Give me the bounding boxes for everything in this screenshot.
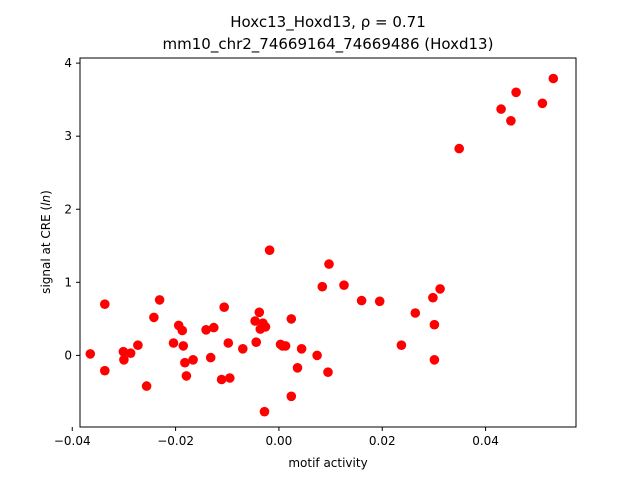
data-point: [85, 349, 96, 359]
y-tick-label: 3: [64, 129, 72, 143]
data-point: [154, 295, 165, 305]
y-tick-label: 0: [64, 348, 72, 362]
data-point: [496, 104, 506, 114]
data-point: [254, 307, 265, 318]
plot-frame: [79, 57, 577, 428]
data-point: [201, 325, 211, 335]
data-point: [323, 367, 333, 378]
data-point: [205, 352, 216, 363]
data-point: [280, 341, 291, 351]
y-axis-label-unit: ln: [39, 195, 53, 206]
data-point: [100, 299, 110, 310]
data-point: [548, 73, 559, 84]
y-tick-label: 1: [64, 275, 72, 289]
data-point: [454, 143, 465, 154]
y-axis-ticks: 0 1 2 3 4: [64, 56, 80, 362]
data-point: [312, 350, 322, 361]
data-point: [216, 374, 227, 385]
chart-title-line-1: Hoxc13_Hoxd13, ρ = 0.71: [230, 13, 425, 32]
data-point: [374, 296, 385, 307]
data-point: [250, 316, 260, 326]
x-tick-label: −0.02: [157, 434, 194, 448]
data-point: [356, 295, 367, 306]
x-tick-label: 0.02: [369, 434, 396, 448]
data-point: [286, 391, 297, 402]
data-point: [506, 116, 516, 126]
data-point: [118, 346, 129, 357]
data-point: [264, 245, 275, 255]
data-point: [178, 341, 189, 351]
data-point: [410, 308, 421, 318]
data-point: [100, 365, 110, 376]
data-point: [238, 344, 248, 354]
data-point: [168, 338, 179, 348]
data-point: [180, 357, 190, 368]
data-point: [219, 302, 229, 313]
data-point: [260, 322, 271, 332]
data-points: [85, 73, 559, 417]
data-point: [429, 319, 440, 330]
data-point: [435, 284, 445, 294]
x-tick-label: 0.04: [472, 434, 499, 448]
data-point: [141, 381, 152, 391]
x-axis-ticks: −0.04 −0.02 0.00 0.02 0.04: [54, 427, 499, 448]
data-point: [296, 344, 307, 354]
data-point: [317, 281, 328, 292]
y-axis-label: signal at CRE (ln): [39, 190, 53, 294]
data-point: [537, 98, 548, 109]
data-point: [225, 373, 235, 383]
data-point: [119, 355, 129, 365]
data-point: [133, 340, 143, 351]
data-point: [251, 337, 261, 348]
chart-title-line-2: mm10_chr2_74669164_74669486 (Hoxd13): [163, 35, 494, 54]
data-point: [188, 355, 198, 365]
y-tick-label: 4: [64, 56, 72, 70]
data-point: [428, 292, 438, 303]
data-point: [125, 348, 136, 359]
y-tick-label: 2: [64, 202, 72, 216]
data-point: [181, 371, 192, 381]
x-axis-label: motif activity: [288, 456, 367, 470]
data-point: [149, 312, 159, 323]
y-axis-label-prefix: signal at CRE (: [39, 206, 53, 294]
data-point: [259, 406, 270, 417]
data-point: [396, 340, 407, 351]
data-point: [177, 325, 188, 336]
y-axis-label-suffix: ): [39, 190, 53, 195]
data-point: [324, 259, 334, 269]
data-point: [223, 338, 234, 348]
data-point: [292, 363, 303, 373]
x-tick-label: −0.04: [54, 434, 91, 448]
data-point: [429, 355, 440, 365]
x-tick-label: 0.00: [266, 434, 293, 448]
data-point: [209, 322, 219, 333]
data-point: [339, 280, 349, 291]
data-point: [286, 314, 297, 324]
data-point: [511, 87, 521, 98]
